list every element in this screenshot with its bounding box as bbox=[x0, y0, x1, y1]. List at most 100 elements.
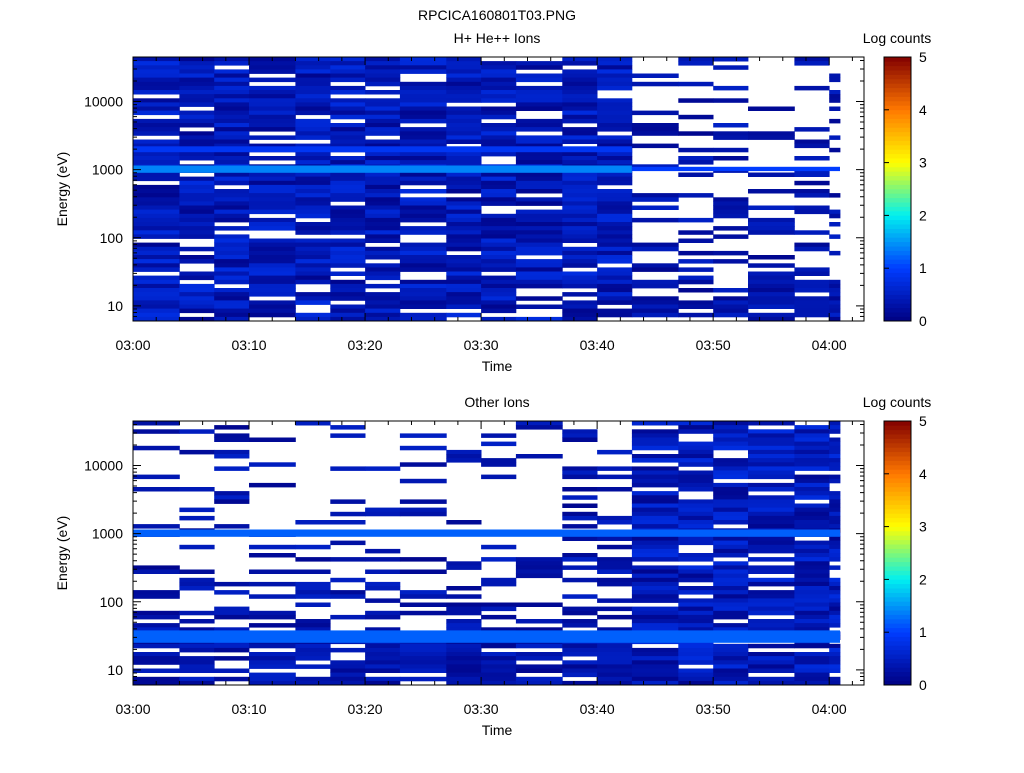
colorbar-segment bbox=[884, 587, 911, 593]
spectrogram-cell bbox=[515, 279, 563, 285]
spectrogram-cell bbox=[631, 548, 679, 554]
spectrogram-cells bbox=[133, 57, 841, 322]
spectrogram-cell bbox=[562, 594, 598, 599]
spectrogram-cell bbox=[133, 139, 180, 144]
spectrogram-cell bbox=[631, 647, 679, 653]
spectrogram-cell bbox=[365, 308, 401, 314]
spectrogram-cell bbox=[295, 98, 331, 103]
spectrogram-cell bbox=[446, 94, 482, 99]
spectrogram-cell bbox=[214, 437, 250, 442]
spectrogram-cell bbox=[214, 189, 250, 194]
spectrogram-cell bbox=[597, 238, 633, 243]
spectrogram-cell bbox=[295, 65, 331, 70]
spectrogram-cell bbox=[399, 143, 447, 149]
spectrogram-cell bbox=[399, 61, 447, 66]
spectrogram-cell bbox=[829, 288, 841, 293]
spectrogram-cell bbox=[794, 61, 830, 66]
spectrogram-cell bbox=[748, 643, 795, 649]
spectrogram-cell bbox=[829, 511, 841, 517]
spectrogram-cell bbox=[829, 279, 841, 285]
spectrogram-cell bbox=[481, 90, 517, 95]
spectrogram-cell bbox=[597, 172, 633, 177]
spectrogram-cell bbox=[631, 312, 679, 318]
spectrogram-cell bbox=[179, 647, 215, 653]
spectrogram-cell bbox=[446, 668, 482, 673]
colorbar-segment bbox=[884, 113, 911, 119]
spectrogram-cell bbox=[794, 676, 830, 682]
spectrogram-cell bbox=[748, 656, 795, 661]
spectrogram-cell bbox=[399, 189, 447, 194]
spectrogram-cell bbox=[214, 209, 250, 215]
spectrogram-cell bbox=[562, 275, 598, 281]
colorbar-segment bbox=[884, 513, 911, 519]
spectrogram-cell bbox=[597, 598, 633, 603]
spectrogram-cell bbox=[631, 491, 679, 496]
spectrogram-cell bbox=[481, 308, 517, 314]
colorbar-segment bbox=[884, 658, 911, 664]
spectrogram-cell bbox=[365, 238, 401, 243]
spectrogram-cell bbox=[133, 209, 180, 215]
spectrogram-cell bbox=[794, 156, 830, 161]
spectrogram-cell bbox=[399, 316, 447, 322]
spectrogram-cell bbox=[713, 627, 749, 632]
colorbar-segment bbox=[884, 179, 911, 185]
spectrogram-cell bbox=[794, 441, 830, 447]
colorbar-segment bbox=[884, 557, 911, 563]
spectrogram-cell bbox=[829, 586, 841, 591]
spectrogram-cell bbox=[713, 548, 749, 554]
spectrogram-cell bbox=[678, 449, 714, 455]
spectrogram-cell bbox=[133, 226, 180, 231]
colorbar-segment bbox=[884, 87, 911, 93]
spectrogram-cell bbox=[713, 259, 749, 264]
spectrogram-cell bbox=[330, 176, 366, 182]
spectrogram-cell bbox=[515, 557, 563, 562]
spectrogram-cell bbox=[446, 156, 482, 161]
spectrogram-cell bbox=[330, 222, 366, 227]
spectrogram-cell bbox=[829, 234, 841, 239]
spectrogram-cell bbox=[515, 176, 563, 182]
spectrogram-cell bbox=[794, 193, 830, 198]
spectrogram-cell bbox=[713, 437, 749, 442]
spectrogram-cell bbox=[446, 267, 482, 272]
colorbar-segment bbox=[884, 153, 911, 159]
spectrogram-cell bbox=[829, 647, 841, 653]
spectrogram-cell bbox=[295, 172, 331, 177]
spectrogram-cell bbox=[399, 462, 447, 467]
spectrogram-cell bbox=[794, 205, 830, 210]
colorbar-segment bbox=[884, 69, 911, 75]
spectrogram-cell bbox=[562, 263, 598, 268]
spectrogram-cell bbox=[678, 536, 714, 541]
spectrogram-cell bbox=[597, 569, 633, 574]
spectrogram-cell bbox=[562, 610, 598, 616]
colorbar-segment bbox=[884, 680, 911, 686]
spectrogram-cell bbox=[365, 246, 401, 252]
spectrogram-cell bbox=[713, 98, 749, 103]
spectrogram-cell bbox=[829, 292, 841, 297]
spectrogram-cell bbox=[481, 184, 517, 190]
spectrogram-cell bbox=[748, 668, 795, 673]
spectrogram-cell bbox=[562, 292, 598, 297]
spectrogram-cell bbox=[330, 238, 366, 243]
spectrogram-cell bbox=[794, 288, 830, 293]
spectrogram-cell bbox=[631, 619, 679, 624]
spectrogram-cell bbox=[713, 565, 749, 570]
spectrogram-cell bbox=[133, 652, 180, 657]
spectrogram-cell bbox=[446, 127, 482, 132]
spectrogram-cell bbox=[295, 143, 331, 149]
spectrogram-cell bbox=[748, 271, 795, 276]
spectrogram-cell bbox=[133, 614, 180, 620]
spectrogram-cell bbox=[133, 668, 180, 673]
colorbar-segment bbox=[884, 223, 911, 229]
spectrogram-cell bbox=[214, 135, 250, 140]
spectrogram-cell bbox=[481, 614, 517, 620]
spectrogram-cell bbox=[249, 304, 296, 309]
colorbar-tick-label: 3 bbox=[919, 519, 927, 535]
spectrogram-cell bbox=[399, 288, 447, 293]
spectrogram-cell bbox=[515, 275, 563, 281]
spectrogram-cell bbox=[631, 445, 679, 451]
colorbar-tick-label: 5 bbox=[919, 49, 927, 65]
spectrogram-cell bbox=[295, 77, 331, 83]
spectrogram-cell bbox=[365, 123, 401, 128]
spectrogram-cell bbox=[446, 594, 482, 599]
